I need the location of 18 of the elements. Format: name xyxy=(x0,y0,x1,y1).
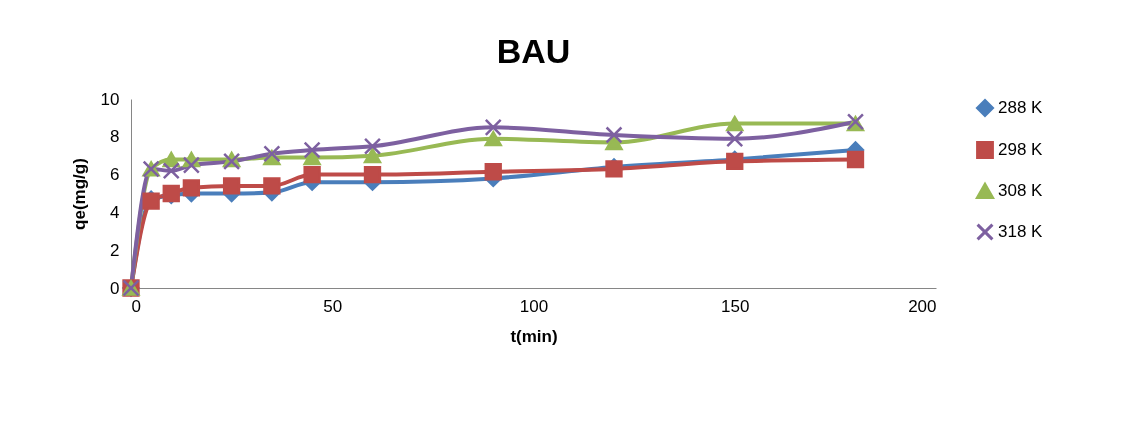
y-tick-label: 0 xyxy=(110,278,120,298)
legend-label: 318 K xyxy=(998,222,1044,241)
x-tick-label: 0 xyxy=(131,296,141,316)
legend-label: 308 K xyxy=(998,181,1044,200)
chart-title: BAU xyxy=(496,32,571,70)
x-tick-label: 150 xyxy=(721,296,750,316)
y-tick-label: 10 xyxy=(100,89,120,109)
x-axis-title: t(min) xyxy=(510,326,558,346)
y-tick-label: 6 xyxy=(110,165,120,185)
x-tick-label: 200 xyxy=(908,296,937,316)
y-axis-title: qe(mg/g) xyxy=(69,158,89,230)
legend-label: 288 K xyxy=(998,98,1044,117)
y-tick-label: 8 xyxy=(110,127,120,147)
y-tick-label: 2 xyxy=(110,240,120,260)
x-tick-label: 50 xyxy=(323,296,343,316)
legend-label: 298 K xyxy=(998,140,1044,159)
y-tick-label: 4 xyxy=(110,202,120,222)
x-tick-label: 100 xyxy=(519,296,549,316)
